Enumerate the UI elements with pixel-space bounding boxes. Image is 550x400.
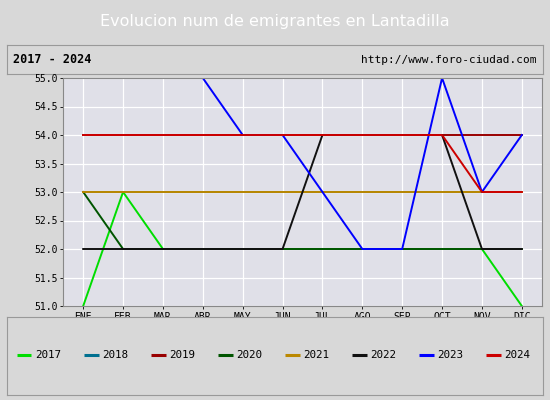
Text: 2018: 2018	[102, 350, 128, 360]
Text: 2020: 2020	[236, 350, 262, 360]
Text: 2017 - 2024: 2017 - 2024	[13, 53, 91, 66]
Text: http://www.foro-ciudad.com: http://www.foro-ciudad.com	[361, 55, 537, 65]
Text: Evolucion num de emigrantes en Lantadilla: Evolucion num de emigrantes en Lantadill…	[100, 14, 450, 29]
Text: 2019: 2019	[169, 350, 195, 360]
Text: 2022: 2022	[370, 350, 397, 360]
Text: 2023: 2023	[437, 350, 464, 360]
Text: 2017: 2017	[35, 350, 61, 360]
Text: 2024: 2024	[504, 350, 531, 360]
Text: 2021: 2021	[303, 350, 329, 360]
